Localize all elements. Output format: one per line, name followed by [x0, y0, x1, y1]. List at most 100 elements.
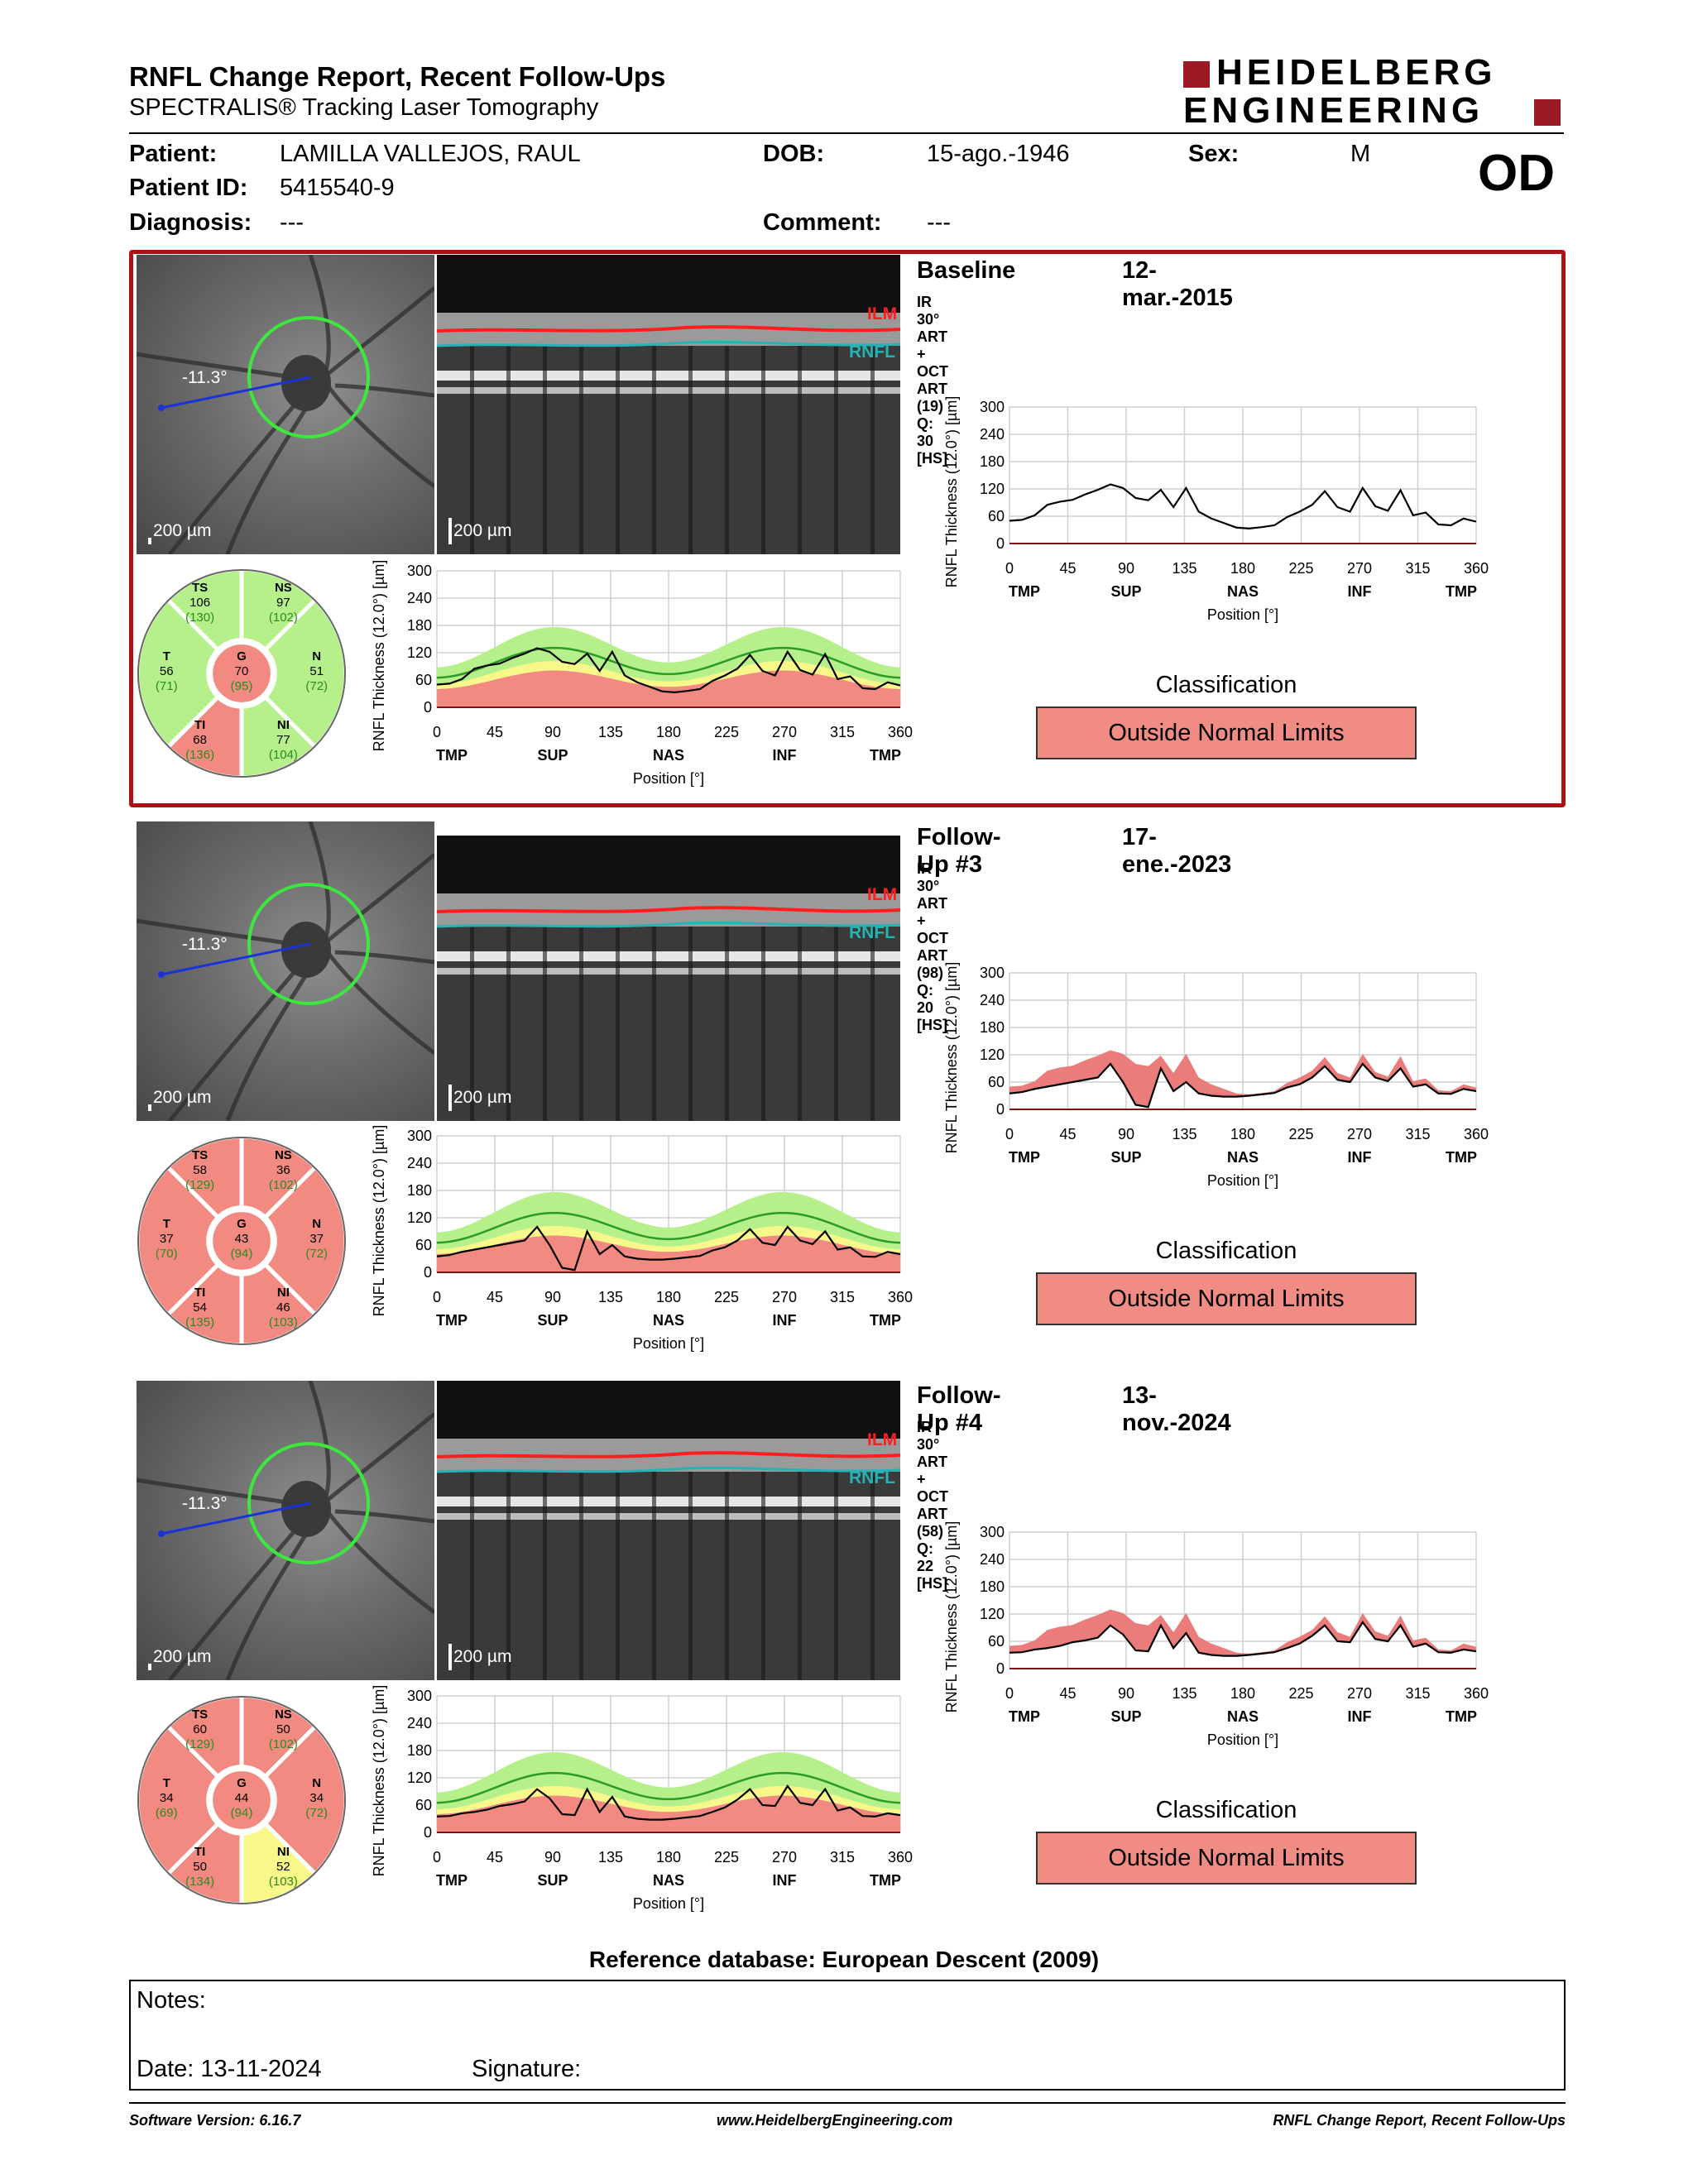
region-label: TMP — [1446, 1708, 1477, 1725]
region-label: INF — [1348, 583, 1372, 600]
sector-reference: (134) — [185, 1875, 214, 1889]
sector-name: TS — [192, 1148, 208, 1162]
sector-reference: (94) — [231, 1247, 253, 1261]
sector-value: 34 — [160, 1791, 174, 1805]
website-link[interactable]: www.HeidelbergEngineering.com — [717, 2112, 953, 2129]
heidelberg-logo: HEIDELBERG ENGINEERING — [1183, 55, 1564, 132]
region-label: NAS — [1227, 1708, 1259, 1725]
y-tick-label: 180 — [980, 1019, 1005, 1036]
sex-label: Sex: — [1188, 141, 1240, 167]
report-title: RNFL Change Report, Recent Follow-Ups — [129, 61, 666, 92]
x-tick-label: 360 — [888, 724, 913, 740]
region-label: INF — [773, 1312, 797, 1329]
band-outside — [437, 1235, 900, 1272]
sector-reference: (70) — [156, 1247, 178, 1261]
dob-label: DOB: — [763, 141, 825, 167]
x-tick-label: 135 — [1172, 560, 1196, 577]
sector-value: 34 — [309, 1791, 324, 1805]
sector-reference: (129) — [185, 1178, 214, 1192]
sector-name: TS — [192, 581, 208, 595]
x-tick-label: 360 — [1464, 1685, 1489, 1702]
y-tick-label: 300 — [407, 1688, 432, 1704]
scale-label: 200 µm — [153, 1088, 212, 1107]
x-tick-label: 315 — [1405, 1126, 1430, 1142]
exam-title: Follow-Up #4 — [917, 1382, 1001, 1436]
x-tick-label: 0 — [1005, 1685, 1014, 1702]
x-tick-label: 315 — [1405, 560, 1430, 577]
sector-value: 60 — [193, 1722, 207, 1736]
y-tick-label: 300 — [980, 1524, 1005, 1540]
sector-name: G — [237, 649, 247, 663]
y-tick-label: 240 — [407, 1155, 432, 1171]
sector-wheel: TS 58 (129) NS 36 (102) T 37 (70) N 37 (72) TI 54 (135… — [134, 1133, 349, 1348]
y-tick-label: 60 — [415, 1797, 432, 1813]
thinning-area — [1009, 1050, 1476, 1108]
rnfl-thickness-curve — [1009, 1062, 1477, 1109]
x-tick-label: 90 — [1118, 1126, 1134, 1142]
y-tick-label: 0 — [996, 1660, 1005, 1677]
scale-bar — [448, 1644, 452, 1670]
y-tick-label: 240 — [407, 1715, 432, 1731]
x-tick-label: 270 — [772, 1289, 797, 1305]
rnfl-line — [437, 1466, 900, 1473]
sector-value: 50 — [193, 1860, 207, 1874]
x-tick-label: 45 — [1059, 560, 1076, 577]
rnfl-label: RNFL — [849, 923, 895, 942]
x-tick-label: 90 — [544, 1289, 561, 1305]
sector-name: T — [163, 1776, 170, 1790]
sector-value: 44 — [235, 1791, 249, 1805]
ilm-line — [437, 1451, 900, 1458]
sector-value: 51 — [309, 664, 324, 678]
angle-label: -11.3° — [182, 1494, 228, 1513]
fovea-disc-axis — [161, 942, 311, 976]
report-subtitle: SPECTRALIS® Tracking Laser Tomography — [129, 94, 599, 121]
notes-box[interactable] — [129, 1980, 1566, 2091]
y-tick-label: 300 — [980, 965, 1005, 981]
patient-id: 5415540-9 — [280, 175, 395, 201]
y-tick-label: 120 — [407, 644, 432, 661]
comment-label: Comment: — [763, 209, 882, 236]
scale-bar — [148, 538, 151, 544]
region-label: TMP — [436, 1872, 468, 1889]
sector-reference: (103) — [269, 1315, 298, 1329]
region-label: SUP — [1110, 1708, 1141, 1725]
x-tick-label: 90 — [544, 1849, 561, 1866]
sector-reference: (102) — [269, 611, 298, 625]
sector-name: TI — [194, 1845, 205, 1859]
y-tick-label: 300 — [407, 563, 432, 579]
x-axis-label: Position [°] — [1207, 1731, 1278, 1748]
x-axis-label: Position [°] — [1207, 606, 1278, 623]
exam-title: Follow-Up #3 — [917, 824, 1001, 878]
x-tick-label: 225 — [1288, 1126, 1313, 1142]
oct-bscan-image: ILM RNFL 200 µm — [437, 1381, 900, 1680]
y-tick-label: 120 — [407, 1209, 432, 1226]
scale-label: 200 µm — [453, 1088, 512, 1107]
y-axis-label: RNFL Thickness (12.0°) [µm] — [943, 397, 960, 587]
x-tick-label: 45 — [1059, 1685, 1076, 1702]
x-tick-label: 0 — [433, 724, 441, 740]
sector-name: T — [163, 649, 170, 663]
x-tick-label: 270 — [772, 1849, 797, 1866]
x-tick-label: 135 — [1172, 1685, 1196, 1702]
band-normal — [437, 1751, 900, 1810]
x-tick-label: 45 — [487, 1849, 503, 1866]
region-label: SUP — [537, 747, 568, 764]
x-tick-label: 135 — [598, 724, 623, 740]
fovea-disc-axis — [161, 1502, 311, 1535]
rnfl-line — [437, 340, 900, 347]
exam-date: 13-nov.-2024 — [1122, 1382, 1231, 1436]
scan-circle — [247, 316, 370, 438]
x-tick-label: 360 — [1464, 560, 1489, 577]
sector-name: NS — [275, 1707, 292, 1722]
y-tick-label: 60 — [415, 1237, 432, 1253]
y-tick-label: 180 — [980, 453, 1005, 470]
plot-grid — [1009, 1531, 1477, 1669]
sector-name: TI — [194, 718, 205, 732]
classification-title: Classification — [1155, 1238, 1297, 1264]
region-label: NAS — [653, 747, 684, 764]
classification-result: Outside Normal Limits — [1036, 1272, 1417, 1325]
y-axis-label: RNFL Thickness (12.0°) [µm] — [943, 963, 960, 1153]
region-label: TMP — [870, 1312, 901, 1329]
region-label: SUP — [537, 1312, 568, 1329]
x-tick-label: 360 — [1464, 1126, 1489, 1142]
